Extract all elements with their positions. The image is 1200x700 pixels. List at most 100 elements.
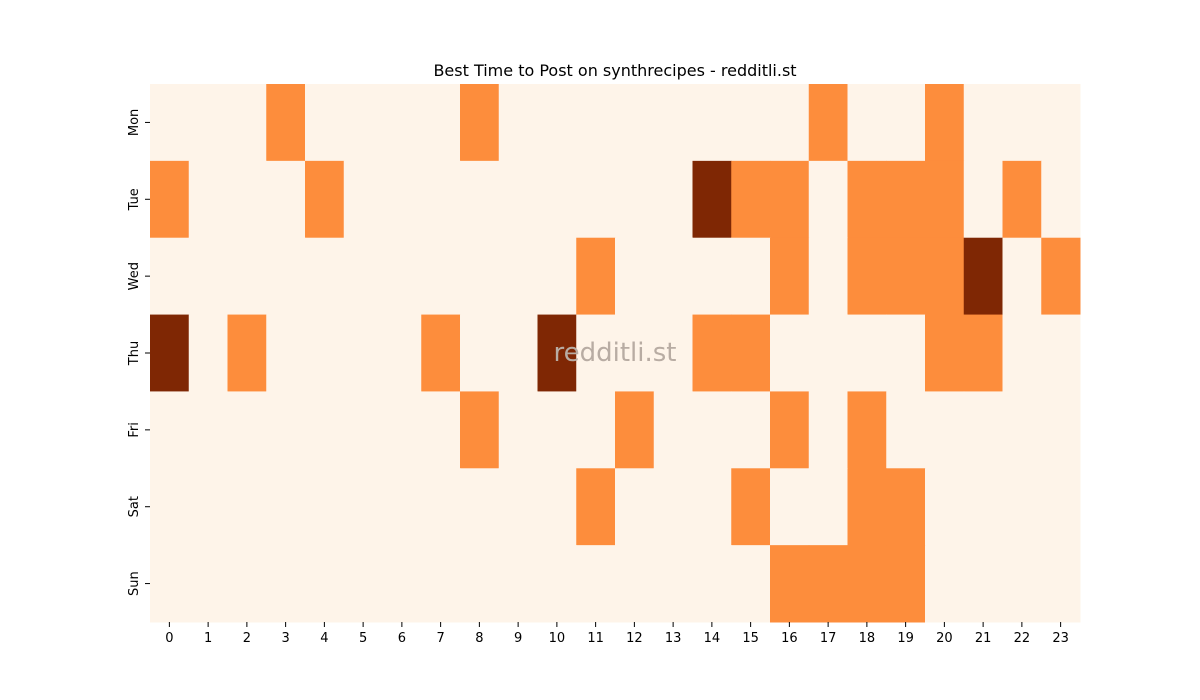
heatmap-cell-mon-0 bbox=[150, 84, 190, 162]
heatmap-cell-fri-2 bbox=[227, 391, 267, 469]
heatmap-cell-thu-3 bbox=[266, 314, 306, 392]
heatmap-cell-tue-10 bbox=[537, 160, 577, 239]
heatmap-cell-mon-15 bbox=[731, 84, 771, 162]
heatmap-cell-sat-5 bbox=[343, 468, 383, 546]
heatmap-cell-sun-23 bbox=[1041, 545, 1081, 623]
heatmap-cell-wed-18 bbox=[847, 237, 887, 316]
x-tick-label: 9 bbox=[514, 631, 522, 646]
heatmap-cell-sun-17 bbox=[808, 545, 848, 623]
x-tick-label: 1 bbox=[204, 631, 212, 646]
heatmap-cell-tue-2 bbox=[227, 160, 267, 239]
heatmap-cell-fri-21 bbox=[963, 391, 1003, 469]
x-tick-label: 20 bbox=[936, 631, 953, 646]
heatmap-cell-sat-2 bbox=[227, 468, 267, 546]
heatmap-cell-thu-0 bbox=[150, 314, 190, 392]
heatmap-cell-tue-17 bbox=[808, 160, 848, 239]
heatmap-cell-mon-6 bbox=[382, 84, 422, 162]
heatmap-cell-mon-13 bbox=[653, 84, 693, 162]
heatmap-cell-mon-21 bbox=[963, 84, 1003, 162]
heatmap-cell-wed-14 bbox=[692, 237, 732, 316]
heatmap-cell-tue-20 bbox=[925, 160, 965, 239]
heatmap-cell-wed-9 bbox=[498, 237, 538, 316]
heatmap-cell-fri-20 bbox=[925, 391, 965, 469]
heatmap-cell-thu-10 bbox=[537, 314, 577, 392]
heatmap-cell-mon-8 bbox=[460, 84, 500, 162]
heatmap-cell-tue-3 bbox=[266, 160, 306, 239]
heatmap-cell-thu-12 bbox=[615, 314, 655, 392]
y-tick-label-mon: Mon bbox=[127, 109, 142, 136]
heatmap-cell-mon-4 bbox=[305, 84, 345, 162]
heatmap-cell-wed-7 bbox=[421, 237, 461, 316]
x-tick-label: 0 bbox=[165, 631, 173, 646]
heatmap-cell-thu-20 bbox=[925, 314, 965, 392]
heatmap-cell-wed-22 bbox=[1002, 237, 1042, 316]
heatmap-cell-wed-4 bbox=[305, 237, 345, 316]
heatmap-cell-sat-19 bbox=[886, 468, 926, 546]
heatmap-cell-fri-6 bbox=[382, 391, 422, 469]
heatmap-cell-thu-9 bbox=[498, 314, 538, 392]
heatmap-cell-sun-6 bbox=[382, 545, 422, 623]
heatmap-cell-sun-8 bbox=[460, 545, 500, 623]
x-tick-label: 8 bbox=[475, 631, 483, 646]
heatmap-cell-sat-8 bbox=[460, 468, 500, 546]
heatmap-cell-sun-4 bbox=[305, 545, 345, 623]
heatmap-cell-mon-14 bbox=[692, 84, 732, 162]
heatmap-cell-tue-22 bbox=[1002, 160, 1042, 239]
heatmap-cell-wed-15 bbox=[731, 237, 771, 316]
heatmap-cell-fri-11 bbox=[576, 391, 616, 469]
heatmap-cell-thu-13 bbox=[653, 314, 693, 392]
heatmap-cell-sat-11 bbox=[576, 468, 616, 546]
heatmap-cell-tue-4 bbox=[305, 160, 345, 239]
x-tick-label: 10 bbox=[549, 631, 566, 646]
heatmap-cell-tue-18 bbox=[847, 160, 887, 239]
heatmap-cell-mon-10 bbox=[537, 84, 577, 162]
heatmap-cell-wed-2 bbox=[227, 237, 267, 316]
heatmap-cell-fri-19 bbox=[886, 391, 926, 469]
x-tick-label: 7 bbox=[436, 631, 444, 646]
heatmap-cell-mon-22 bbox=[1002, 84, 1042, 162]
x-tick-label: 13 bbox=[665, 631, 682, 646]
x-tick-label: 5 bbox=[359, 631, 367, 646]
heatmap-cell-sat-9 bbox=[498, 468, 538, 546]
x-tick-label: 18 bbox=[859, 631, 876, 646]
heatmap-cell-thu-15 bbox=[731, 314, 771, 392]
heatmap-cell-sun-20 bbox=[925, 545, 965, 623]
y-tick-label-wed: Wed bbox=[127, 262, 142, 290]
heatmap-cell-sat-18 bbox=[847, 468, 887, 546]
heatmap-cell-tue-12 bbox=[615, 160, 655, 239]
heatmap-cell-wed-8 bbox=[460, 237, 500, 316]
heatmap-cell-fri-23 bbox=[1041, 391, 1081, 469]
heatmap-cell-wed-12 bbox=[615, 237, 655, 316]
heatmap-cell-tue-8 bbox=[460, 160, 500, 239]
heatmap-cell-thu-4 bbox=[305, 314, 345, 392]
heatmap-cell-wed-19 bbox=[886, 237, 926, 316]
heatmap-cell-thu-19 bbox=[886, 314, 926, 392]
heatmap-cell-mon-20 bbox=[925, 84, 965, 162]
heatmap-cell-sun-3 bbox=[266, 545, 306, 623]
heatmap-cell-mon-19 bbox=[886, 84, 926, 162]
heatmap-cell-mon-17 bbox=[808, 84, 848, 162]
x-tick-label: 2 bbox=[243, 631, 251, 646]
y-tick-label-tue: Tue bbox=[127, 188, 142, 211]
heatmap-cell-fri-17 bbox=[808, 391, 848, 469]
heatmap-cell-tue-9 bbox=[498, 160, 538, 239]
heatmap-cell-mon-3 bbox=[266, 84, 306, 162]
heatmap-cell-fri-15 bbox=[731, 391, 771, 469]
heatmap-cell-mon-2 bbox=[227, 84, 267, 162]
heatmap-cell-fri-12 bbox=[615, 391, 655, 469]
x-tick-label: 15 bbox=[742, 631, 759, 646]
heatmap-cell-thu-17 bbox=[808, 314, 848, 392]
heatmap-cell-sun-12 bbox=[615, 545, 655, 623]
heatmap-cell-sat-21 bbox=[963, 468, 1003, 546]
heatmap-cell-tue-7 bbox=[421, 160, 461, 239]
heatmap-cell-sat-23 bbox=[1041, 468, 1081, 546]
x-tick-label: 11 bbox=[587, 631, 604, 646]
heatmap-cell-tue-15 bbox=[731, 160, 771, 239]
x-tick-label: 17 bbox=[820, 631, 837, 646]
heatmap-cell-sat-17 bbox=[808, 468, 848, 546]
heatmap-cell-tue-19 bbox=[886, 160, 926, 239]
heatmap-cell-tue-0 bbox=[150, 160, 190, 239]
heatmap-cell-tue-11 bbox=[576, 160, 616, 239]
heatmap-cell-mon-16 bbox=[770, 84, 810, 162]
heatmap-cell-sun-0 bbox=[150, 545, 190, 623]
